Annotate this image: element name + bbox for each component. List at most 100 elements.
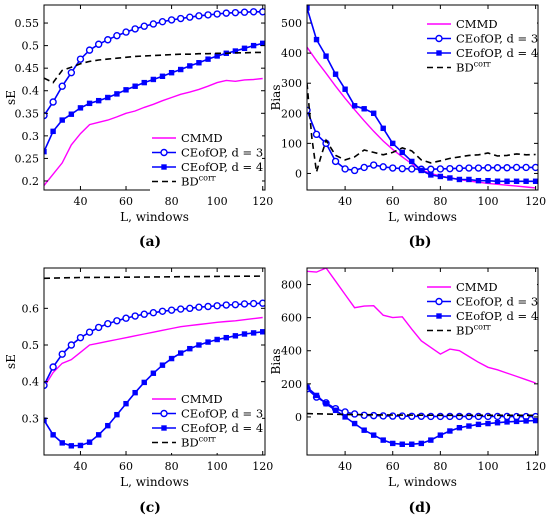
plot-area bbox=[44, 275, 265, 449]
data-point-ce4 bbox=[513, 178, 520, 184]
legend-marker-ce4 bbox=[436, 313, 442, 319]
data-point-ce3 bbox=[140, 310, 148, 318]
data-point-ce4 bbox=[50, 128, 56, 135]
data-point-ce3 bbox=[113, 31, 121, 40]
data-point-ce3 bbox=[49, 98, 57, 106]
data-point-ce4 bbox=[409, 441, 415, 447]
data-point-ce4 bbox=[390, 140, 396, 147]
data-point-ce4 bbox=[260, 329, 265, 335]
data-point-ce4 bbox=[178, 66, 184, 73]
series-line-bd bbox=[307, 412, 536, 417]
data-point-ce4 bbox=[77, 105, 84, 111]
data-point-ce3 bbox=[149, 20, 158, 28]
data-point-ce4 bbox=[523, 178, 529, 184]
data-point-ce3 bbox=[177, 14, 185, 23]
legend-label-ce3: CEofOP, d = 3 bbox=[456, 295, 538, 309]
data-point-ce3 bbox=[222, 301, 230, 309]
legend-label-ce4: CEofOP, d = 4 bbox=[181, 160, 263, 174]
panel-caption: (c) bbox=[139, 500, 161, 516]
data-point-ce3 bbox=[94, 40, 103, 48]
data-point-ce4 bbox=[250, 42, 257, 49]
data-point-ce4 bbox=[150, 76, 157, 83]
data-point-ce4 bbox=[494, 420, 501, 426]
y-tick-label: 0.2 bbox=[22, 175, 40, 188]
data-point-ce4 bbox=[466, 176, 472, 183]
data-point-ce4 bbox=[485, 177, 491, 184]
data-point-ce4 bbox=[494, 178, 501, 184]
data-point-ce3 bbox=[76, 333, 85, 342]
data-point-ce4 bbox=[95, 97, 102, 104]
data-point-ce4 bbox=[342, 414, 348, 420]
data-point-ce4 bbox=[523, 418, 529, 424]
y-tick-label: 100 bbox=[281, 137, 302, 150]
data-point-ce4 bbox=[390, 440, 396, 447]
data-point-ce3 bbox=[398, 164, 406, 173]
data-point-ce3 bbox=[259, 299, 265, 307]
data-point-ce3 bbox=[427, 165, 435, 173]
data-point-ce4 bbox=[205, 339, 211, 345]
data-point-ce4 bbox=[132, 83, 138, 89]
data-point-ce3 bbox=[369, 161, 378, 169]
data-point-ce4 bbox=[475, 177, 482, 184]
data-point-ce4 bbox=[123, 87, 129, 93]
data-point-ce3 bbox=[341, 165, 349, 173]
y-axis-label: Bias bbox=[269, 349, 283, 375]
data-point-ce3 bbox=[474, 164, 483, 172]
axes-frame bbox=[306, 4, 539, 191]
data-point-ce4 bbox=[399, 149, 405, 156]
data-point-ce4 bbox=[77, 442, 84, 449]
data-point-ce4 bbox=[532, 178, 538, 184]
data-point-ce4 bbox=[428, 437, 434, 443]
data-point-ce4 bbox=[123, 400, 129, 407]
x-tick-label: 120 bbox=[525, 460, 546, 473]
data-point-ce4 bbox=[68, 443, 75, 449]
plot-area bbox=[44, 8, 265, 186]
legend-label-cmmd: CMMD bbox=[456, 17, 498, 31]
data-point-ce4 bbox=[86, 439, 93, 445]
data-point-ce3 bbox=[177, 305, 185, 313]
y-axis-label: sE bbox=[4, 354, 18, 369]
data-point-ce4 bbox=[114, 91, 120, 97]
legend-marker-ce4 bbox=[436, 50, 442, 56]
data-point-ce4 bbox=[86, 100, 93, 107]
data-point-ce4 bbox=[361, 106, 367, 112]
x-tick-label: 120 bbox=[252, 460, 273, 473]
data-point-ce3 bbox=[94, 323, 103, 332]
chart-panel-c: 40 60 80 100 120 0.3 0.4 0.5 0.6 L, windows sE (c) C… bbox=[4, 267, 273, 516]
data-point-ce4 bbox=[178, 350, 184, 356]
data-point-ce4 bbox=[105, 422, 111, 429]
data-point-ce3 bbox=[122, 314, 130, 322]
y-tick-label: 0.45 bbox=[15, 62, 40, 75]
data-point-ce3 bbox=[131, 312, 139, 320]
x-axis-label: L, windows bbox=[120, 210, 189, 224]
legend-label-ce4: CEofOP, d = 4 bbox=[456, 309, 538, 323]
data-point-ce3 bbox=[131, 25, 139, 33]
data-point-ce4 bbox=[159, 362, 166, 368]
data-point-ce3 bbox=[446, 412, 454, 421]
series-line-cmmd bbox=[307, 268, 536, 384]
data-point-ce3 bbox=[158, 307, 167, 315]
y-tick-label: 0.35 bbox=[15, 107, 40, 120]
data-point-ce3 bbox=[531, 163, 538, 172]
data-point-ce4 bbox=[241, 45, 248, 52]
data-point-ce4 bbox=[447, 175, 453, 181]
data-point-ce3 bbox=[503, 412, 511, 421]
data-point-ce4 bbox=[141, 379, 147, 386]
y-tick-label: 0.5 bbox=[22, 40, 40, 53]
data-point-ce4 bbox=[114, 411, 120, 418]
data-point-ce3 bbox=[379, 163, 387, 171]
y-tick-label: 0.6 bbox=[22, 302, 40, 315]
data-point-ce4 bbox=[168, 355, 175, 362]
y-tick-label: 200 bbox=[281, 378, 302, 391]
series-line-ce3 bbox=[307, 388, 536, 418]
data-point-ce3 bbox=[446, 164, 454, 173]
data-point-ce3 bbox=[85, 46, 94, 54]
data-point-ce3 bbox=[158, 17, 167, 26]
data-point-ce4 bbox=[380, 437, 386, 443]
legend-marker-ce3 bbox=[435, 34, 443, 43]
data-point-ce3 bbox=[312, 130, 321, 139]
x-tick-label: 60 bbox=[386, 195, 400, 208]
data-point-ce3 bbox=[484, 164, 492, 172]
